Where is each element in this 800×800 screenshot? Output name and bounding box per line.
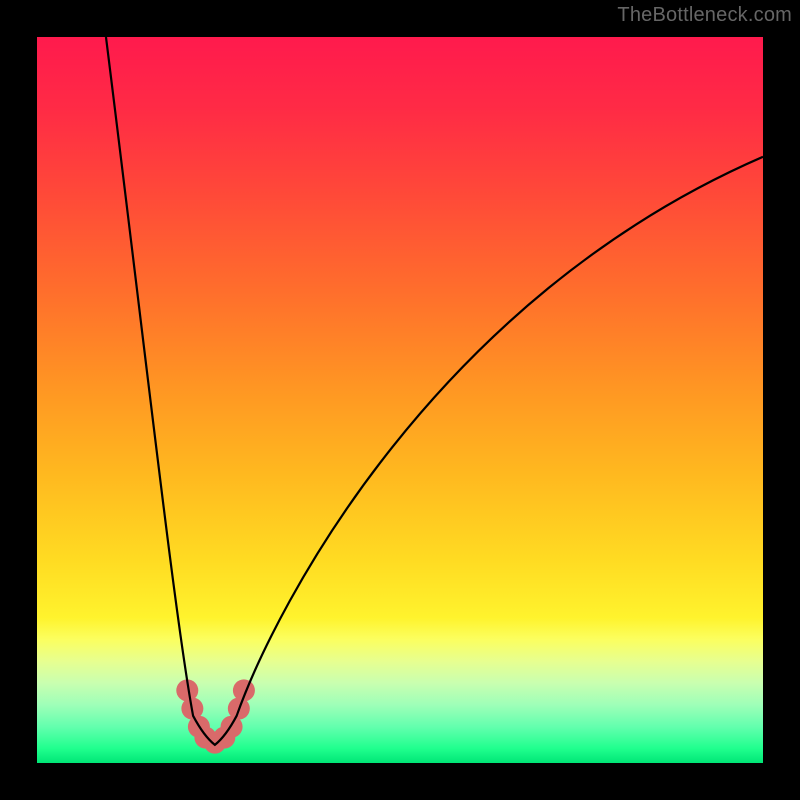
chart-canvas: TheBottleneck.com <box>0 0 800 800</box>
chart-svg <box>0 0 800 800</box>
watermark-text: TheBottleneck.com <box>617 4 792 27</box>
